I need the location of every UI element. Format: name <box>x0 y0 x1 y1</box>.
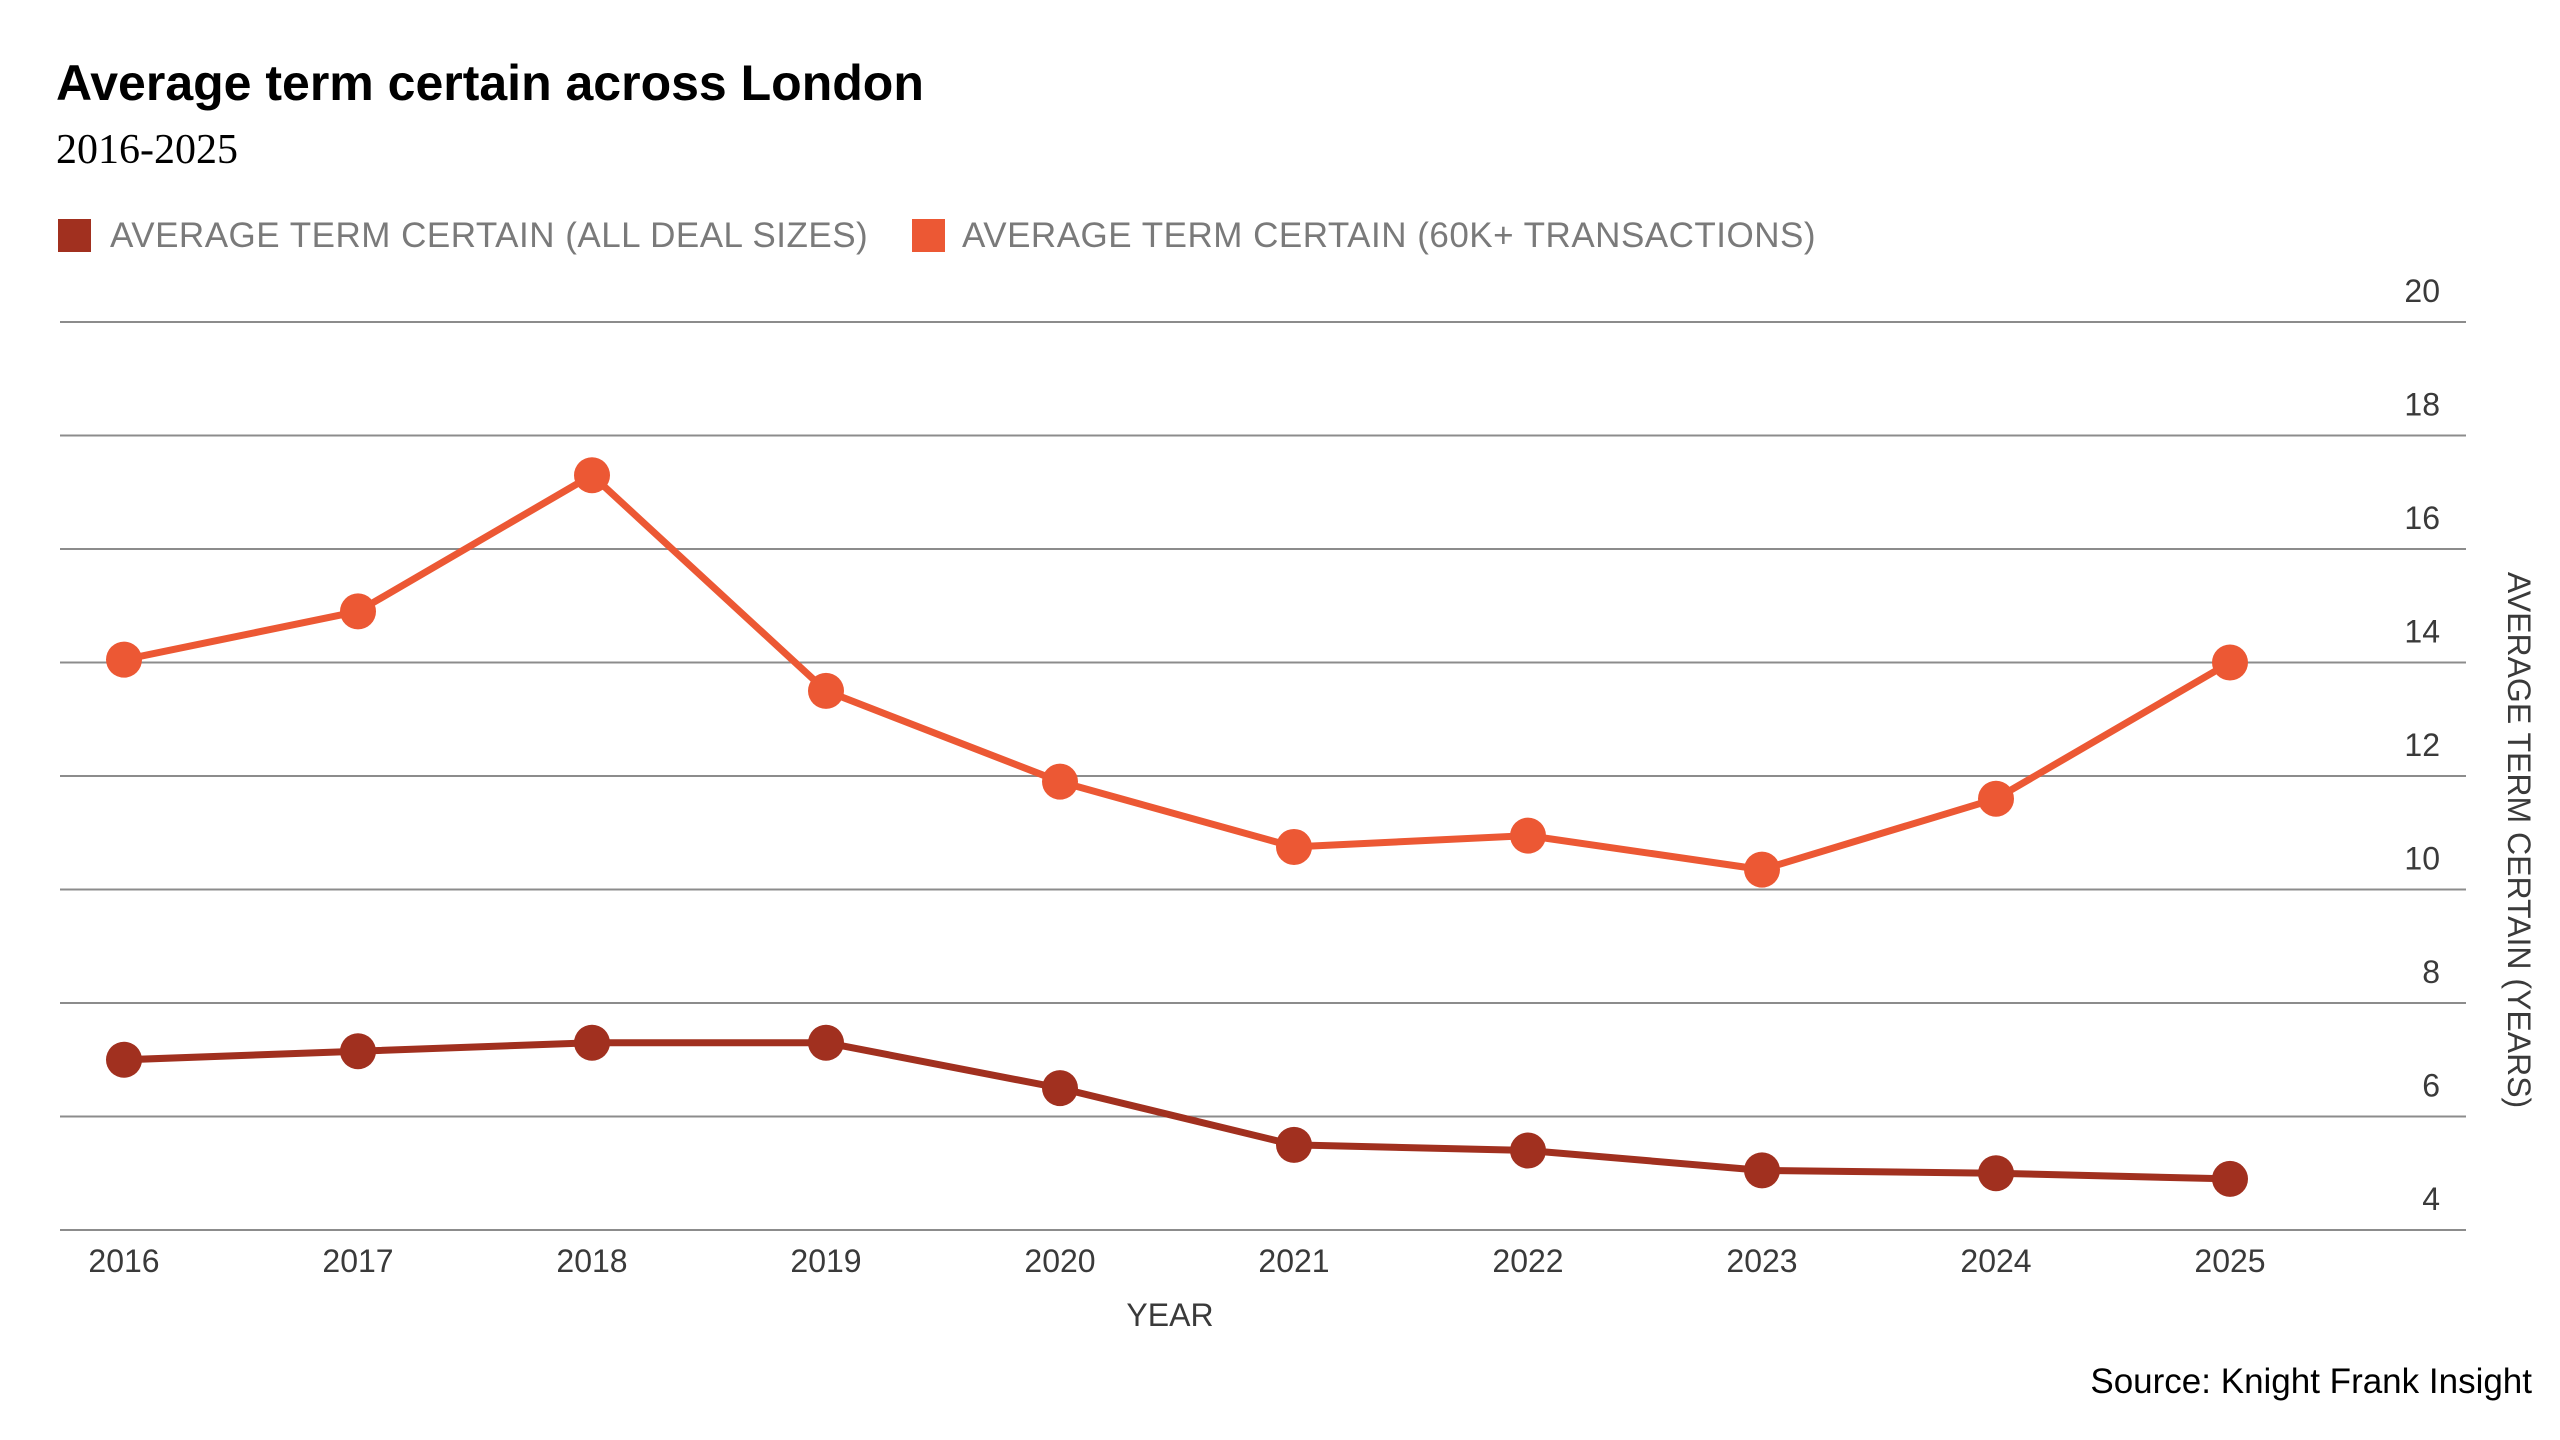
series-1 <box>106 457 2248 888</box>
x-tick-label-2023: 2023 <box>1726 1243 1797 1279</box>
x-tick-label-2019: 2019 <box>790 1243 861 1279</box>
series-1-point-2019 <box>808 672 844 709</box>
series-1-point-2017 <box>340 593 376 630</box>
gridlines <box>60 321 2466 1231</box>
source-note: Source: Knight Frank Insight <box>2090 1362 2532 1401</box>
series-1-point-2016 <box>106 641 142 678</box>
y-axis-title: AVERAGE TERM CERTAIN (YEARS) <box>2501 572 2537 1108</box>
chart-subtitle: 2016-2025 <box>56 127 238 173</box>
y-tick-label-10: 10 <box>2404 841 2440 877</box>
x-tick-label-2017: 2017 <box>322 1243 393 1279</box>
y-axis-ticks: 4 6 8 10 12 14 16 18 20 <box>2404 273 2440 1217</box>
series-0-point-2023 <box>1744 1152 1780 1189</box>
series-0-point-2019 <box>808 1024 844 1061</box>
series-1-point-2022 <box>1510 817 1546 854</box>
series-0-point-2020 <box>1042 1070 1078 1107</box>
series-0-point-2021 <box>1276 1126 1312 1163</box>
series-0-point-2024 <box>1978 1155 2014 1192</box>
legend-label-all-deal-sizes: AVERAGE TERM CERTAIN (ALL DEAL SIZES) <box>110 216 868 255</box>
series-1-point-2023 <box>1744 851 1780 888</box>
y-tick-label-18: 18 <box>2404 387 2440 423</box>
series-0-point-2025 <box>2212 1160 2248 1197</box>
series-1-point-2018 <box>574 457 610 494</box>
y-tick-label-8: 8 <box>2422 954 2440 990</box>
x-tick-label-2024: 2024 <box>1960 1243 2031 1279</box>
y-tick-label-4: 4 <box>2422 1181 2440 1217</box>
y-tick-label-16: 16 <box>2404 500 2440 536</box>
series-layer <box>106 457 2248 1197</box>
x-tick-label-2018: 2018 <box>556 1243 627 1279</box>
series-line-0 <box>120 1039 2234 1183</box>
x-tick-label-2016: 2016 <box>88 1243 159 1279</box>
series-1-point-2024 <box>1978 780 2014 817</box>
legend-swatch-all-deal-sizes <box>58 219 91 252</box>
y-tick-label-6: 6 <box>2422 1068 2440 1104</box>
legend: AVERAGE TERM CERTAIN (ALL DEAL SIZES) AV… <box>58 216 1816 255</box>
y-tick-label-14: 14 <box>2404 614 2440 650</box>
x-tick-label-2025: 2025 <box>2194 1243 2265 1279</box>
y-tick-label-12: 12 <box>2404 727 2440 763</box>
x-tick-label-2021: 2021 <box>1258 1243 1329 1279</box>
series-0-point-2018 <box>574 1024 610 1061</box>
y-tick-label-20: 20 <box>2404 273 2440 309</box>
series-0-point-2022 <box>1510 1132 1546 1169</box>
series-0-point-2016 <box>106 1041 142 1078</box>
series-1-point-2021 <box>1276 828 1312 865</box>
series-1-point-2025 <box>2212 644 2248 681</box>
x-tick-label-2022: 2022 <box>1492 1243 1563 1279</box>
legend-label-60k-transactions: AVERAGE TERM CERTAIN (60K+ TRANSACTIONS) <box>962 216 1816 255</box>
x-axis-ticks: 2016 2017 2018 2019 2020 2021 2022 2023 2024 2025 <box>88 1243 2265 1279</box>
series-1-point-2020 <box>1042 763 1078 800</box>
series-0 <box>106 1024 2248 1197</box>
x-axis-title: YEAR <box>1126 1297 1213 1333</box>
x-tick-label-2020: 2020 <box>1024 1243 1095 1279</box>
chart-title: Average term certain across London <box>56 55 924 111</box>
legend-swatch-60k-transactions <box>912 219 945 252</box>
series-line-1 <box>120 471 2234 874</box>
series-0-point-2017 <box>340 1033 376 1070</box>
